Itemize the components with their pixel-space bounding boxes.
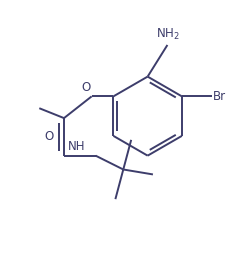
Text: NH: NH — [68, 140, 86, 153]
Text: Br: Br — [212, 90, 226, 103]
Text: O: O — [45, 130, 54, 143]
Text: O: O — [82, 81, 91, 94]
Text: NH$_2$: NH$_2$ — [157, 27, 180, 42]
